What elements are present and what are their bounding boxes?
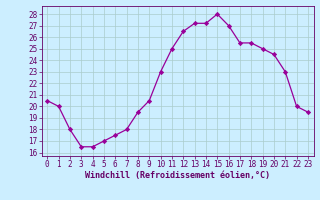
X-axis label: Windchill (Refroidissement éolien,°C): Windchill (Refroidissement éolien,°C)	[85, 171, 270, 180]
